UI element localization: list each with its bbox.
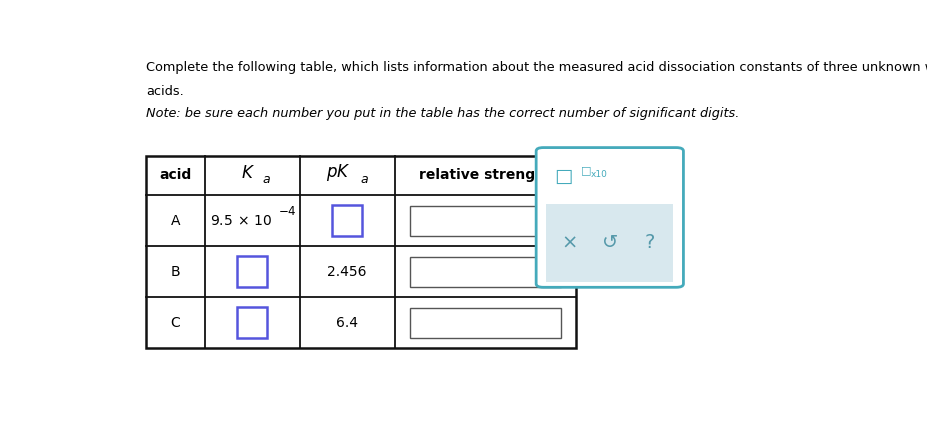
Text: $9.5\,\times\,10$: $9.5\,\times\,10$	[210, 214, 272, 228]
Text: $p\mathit{K}$: $p\mathit{K}$	[326, 163, 351, 183]
Bar	[237, 307, 268, 338]
Text: relative strength: relative strength	[419, 168, 552, 182]
Text: $\mathit{a}$: $\mathit{a}$	[261, 173, 271, 186]
Text: acid: acid	[159, 168, 192, 182]
Text: ?: ?	[644, 233, 654, 252]
Text: □: □	[554, 167, 573, 186]
Text: Complete the following table, which lists information about the measured acid di: Complete the following table, which list…	[146, 61, 927, 74]
Text: A: A	[171, 214, 180, 228]
Text: ⌵: ⌵	[548, 216, 554, 226]
Text: Note: be sure each number you put in the table has the correct number of signifi: Note: be sure each number you put in the…	[146, 107, 740, 120]
Text: B: B	[171, 265, 181, 279]
Text: 2.456: 2.456	[327, 265, 367, 279]
Text: ×: ×	[562, 233, 578, 252]
Text: $\mathit{K}$: $\mathit{K}$	[241, 164, 255, 182]
Text: □: □	[581, 165, 591, 175]
Bar	[410, 206, 561, 236]
Text: (Choose one): (Choose one)	[425, 316, 509, 329]
Text: ⌵: ⌵	[548, 267, 554, 277]
Text: $-4$: $-4$	[277, 205, 297, 218]
Text: C: C	[171, 316, 181, 330]
Text: ↺: ↺	[602, 233, 618, 252]
Text: acids.: acids.	[146, 85, 184, 98]
Text: (Choose one): (Choose one)	[425, 214, 509, 227]
FancyBboxPatch shape	[536, 147, 683, 287]
Bar	[410, 257, 561, 287]
Text: ⌵: ⌵	[548, 318, 554, 328]
Text: 6.4: 6.4	[337, 316, 358, 330]
Text: x10: x10	[590, 170, 607, 179]
Bar	[410, 308, 561, 338]
Bar	[237, 256, 268, 287]
Text: $\mathit{a}$: $\mathit{a}$	[360, 173, 369, 186]
Text: (Choose one): (Choose one)	[425, 265, 509, 278]
Bar	[332, 205, 362, 236]
